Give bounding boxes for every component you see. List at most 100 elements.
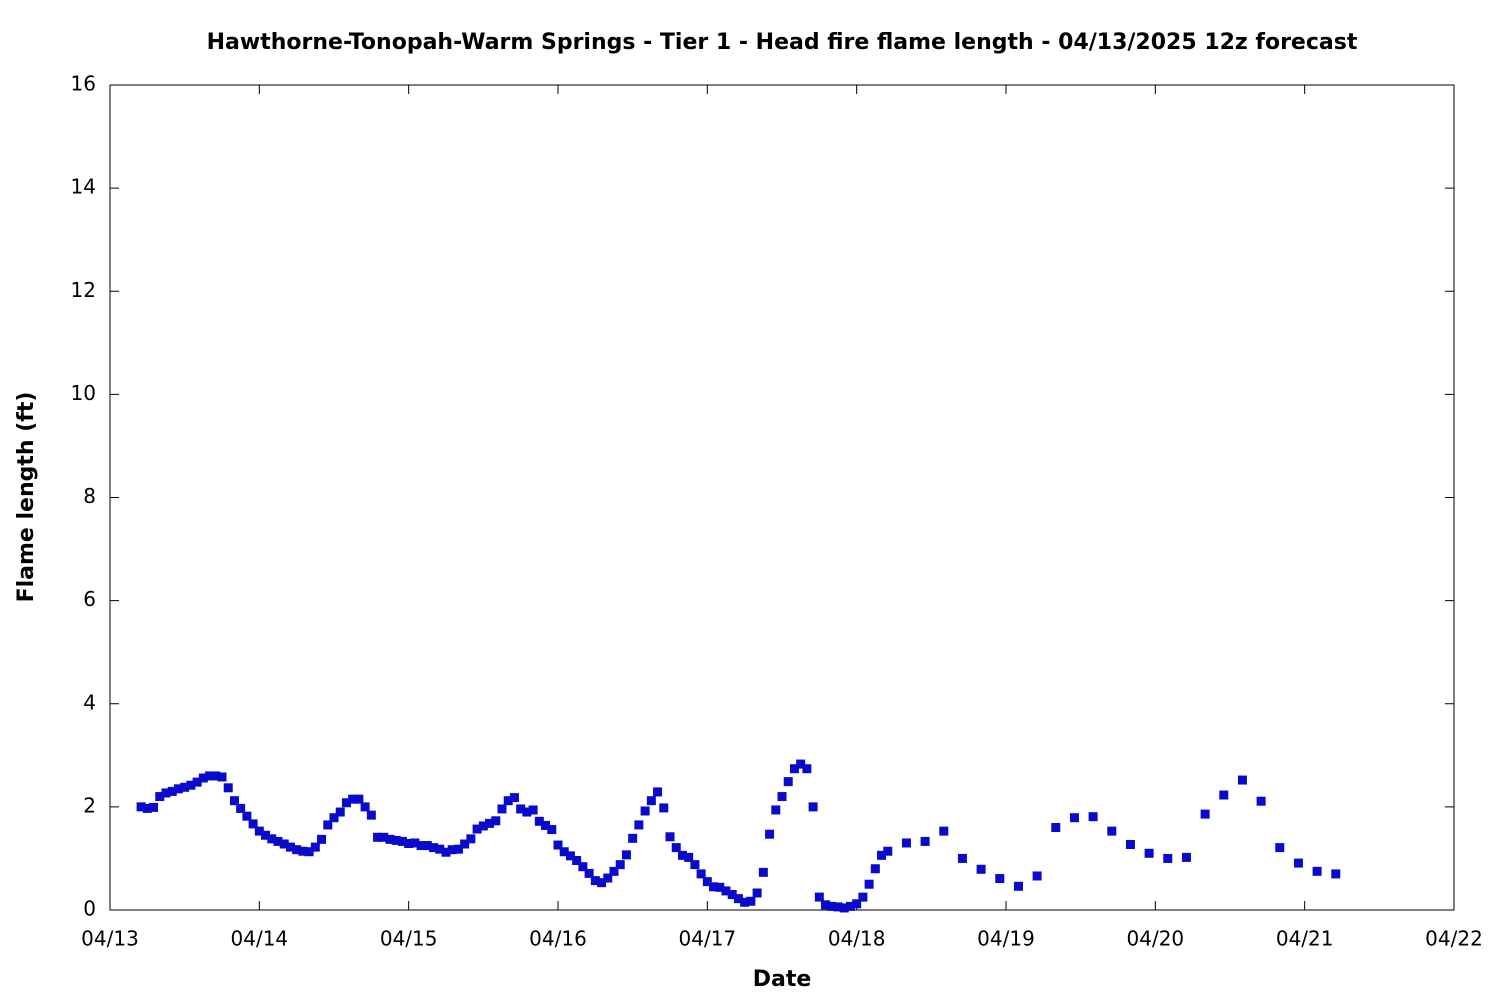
data-point — [472, 824, 482, 834]
x-tick-label: 04/18 — [828, 927, 886, 951]
data-point — [939, 826, 949, 836]
x-tick-label: 04/17 — [679, 927, 737, 951]
data-point — [976, 864, 986, 874]
data-point — [1331, 869, 1341, 879]
data-point — [460, 839, 470, 849]
data-point — [217, 772, 227, 782]
data-point — [802, 764, 812, 774]
data-point — [497, 804, 507, 814]
data-point — [323, 820, 333, 830]
data-point — [186, 780, 196, 790]
data-point — [180, 782, 190, 792]
data-point — [789, 764, 799, 774]
data-point — [709, 882, 719, 892]
data-point — [733, 894, 743, 904]
data-point — [142, 803, 152, 813]
data-point — [565, 851, 575, 861]
data-point — [205, 771, 215, 781]
data-point — [628, 833, 638, 843]
x-tick-label: 04/20 — [1127, 927, 1185, 951]
data-point — [329, 813, 339, 823]
data-point — [236, 803, 246, 813]
data-point — [590, 876, 600, 886]
data-point — [1144, 848, 1154, 858]
data-point — [852, 899, 862, 909]
data-point — [1051, 823, 1061, 832]
data-point — [1163, 853, 1173, 863]
y-tick-label: 14 — [71, 175, 96, 199]
y-tick-label: 4 — [83, 690, 96, 714]
data-point — [727, 890, 737, 900]
y-tick-label: 16 — [71, 72, 96, 96]
data-point — [273, 836, 283, 846]
data-point — [777, 792, 787, 802]
x-tick-label: 04/16 — [529, 927, 587, 951]
data-point — [435, 844, 445, 854]
data-point — [659, 803, 669, 813]
data-point — [1237, 775, 1247, 785]
data-point — [845, 901, 855, 911]
x-tick-label: 04/13 — [81, 927, 139, 951]
data-point — [155, 792, 165, 802]
data-point — [242, 811, 252, 821]
data-point — [553, 840, 563, 850]
data-point — [1181, 852, 1191, 862]
data-point — [541, 820, 551, 830]
data-point — [1256, 796, 1266, 806]
x-axis-label: Date — [753, 967, 812, 992]
y-tick-label: 0 — [83, 897, 96, 921]
data-point — [167, 786, 177, 796]
data-point — [995, 874, 1005, 884]
data-point — [298, 846, 308, 856]
data-point — [634, 820, 644, 830]
data-point — [609, 866, 619, 876]
data-point — [1125, 840, 1135, 850]
data-point — [509, 793, 519, 803]
data-point — [429, 843, 439, 853]
data-point — [765, 829, 775, 839]
chart-title: Hawthorne-Tonopah-Warm Springs - Tier 1 … — [207, 30, 1358, 55]
data-point — [478, 821, 488, 831]
data-point — [883, 846, 893, 856]
x-tick-label: 04/22 — [1425, 927, 1483, 951]
data-point — [920, 836, 930, 846]
x-tick-label: 04/19 — [977, 927, 1035, 951]
data-point — [870, 864, 880, 874]
data-point — [653, 787, 663, 797]
data-point — [335, 807, 345, 817]
data-point — [528, 805, 538, 815]
data-point — [578, 862, 588, 872]
data-point — [796, 759, 806, 769]
data-point — [783, 777, 793, 787]
data-point — [198, 773, 208, 783]
data-point — [354, 794, 364, 804]
data-point — [1219, 790, 1229, 800]
data-point — [1088, 812, 1098, 822]
data-point — [721, 886, 731, 896]
data-point — [292, 845, 302, 855]
data-point — [1275, 843, 1285, 853]
data-point — [858, 892, 868, 902]
data-point — [379, 832, 389, 842]
data-point — [677, 850, 687, 860]
data-point — [397, 836, 407, 846]
data-point — [229, 796, 239, 806]
data-point — [827, 901, 837, 911]
data-point — [671, 843, 681, 853]
data-point — [1032, 871, 1042, 881]
data-point — [267, 834, 277, 844]
data-point — [410, 838, 420, 848]
data-point — [864, 879, 874, 889]
data-point — [696, 869, 706, 879]
data-point — [279, 839, 289, 849]
data-point — [391, 835, 401, 845]
data-point — [821, 900, 831, 910]
data-point — [310, 842, 320, 852]
data-point — [422, 841, 432, 851]
data-point — [404, 838, 414, 848]
data-point — [254, 826, 264, 836]
data-point — [447, 845, 457, 855]
data-point — [833, 902, 843, 912]
data-point — [211, 771, 221, 781]
